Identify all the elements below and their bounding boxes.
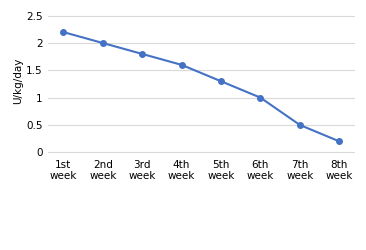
Line: Insulin (U/kg/d): Insulin (U/kg/d): [60, 29, 342, 144]
Legend: Insulin (U/kg/d): Insulin (U/kg/d): [145, 246, 258, 250]
Insulin (U/kg/d): [101, 42, 105, 44]
Insulin (U/kg/d): [179, 63, 184, 66]
Insulin (U/kg/d): [61, 30, 66, 34]
Insulin (U/kg/d): [258, 96, 263, 99]
Insulin (U/kg/d): [219, 80, 223, 83]
Insulin (U/kg/d): [140, 52, 144, 56]
Insulin (U/kg/d): [337, 140, 341, 143]
Y-axis label: U/kg/day: U/kg/day: [13, 58, 23, 104]
Insulin (U/kg/d): [298, 124, 302, 126]
